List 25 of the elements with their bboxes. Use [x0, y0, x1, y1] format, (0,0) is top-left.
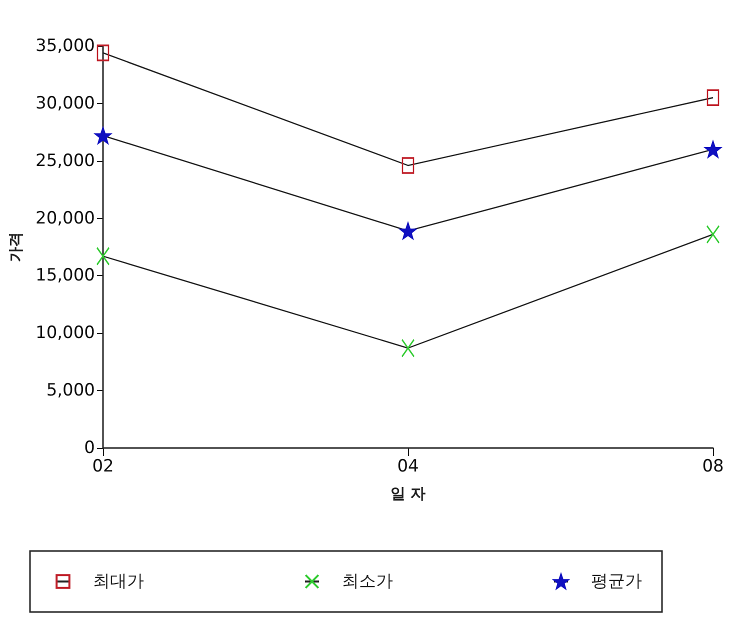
point [706, 225, 720, 244]
point [706, 89, 720, 106]
point [704, 141, 722, 158]
y-tick-label: 10,000 [36, 323, 95, 344]
y-tick-label: 20,000 [36, 208, 95, 228]
point [401, 338, 415, 358]
point [402, 157, 414, 174]
y-tick-label: 30,000 [36, 93, 95, 114]
x-tick-label: 08 [702, 456, 724, 476]
legend-label: 최대가 [93, 572, 144, 592]
legend-label: 최소가 [342, 572, 393, 592]
point [400, 222, 416, 240]
point [94, 127, 112, 144]
y-tick-label: 0 [84, 438, 95, 458]
legend-label: 평균가 [591, 572, 642, 592]
x-axis-title: 일 자 [390, 484, 426, 502]
y-tick-label: 35,000 [36, 36, 95, 56]
y-tick-label: 5,000 [46, 380, 95, 401]
y-tick-label: 15,000 [36, 266, 95, 286]
y-axis-title: 가격 [6, 232, 24, 262]
y-tick-label: 25,000 [36, 150, 95, 171]
x-tick-label: 04 [397, 456, 419, 476]
point [96, 246, 110, 266]
x-tick-label: 02 [92, 456, 114, 476]
point [96, 44, 110, 62]
